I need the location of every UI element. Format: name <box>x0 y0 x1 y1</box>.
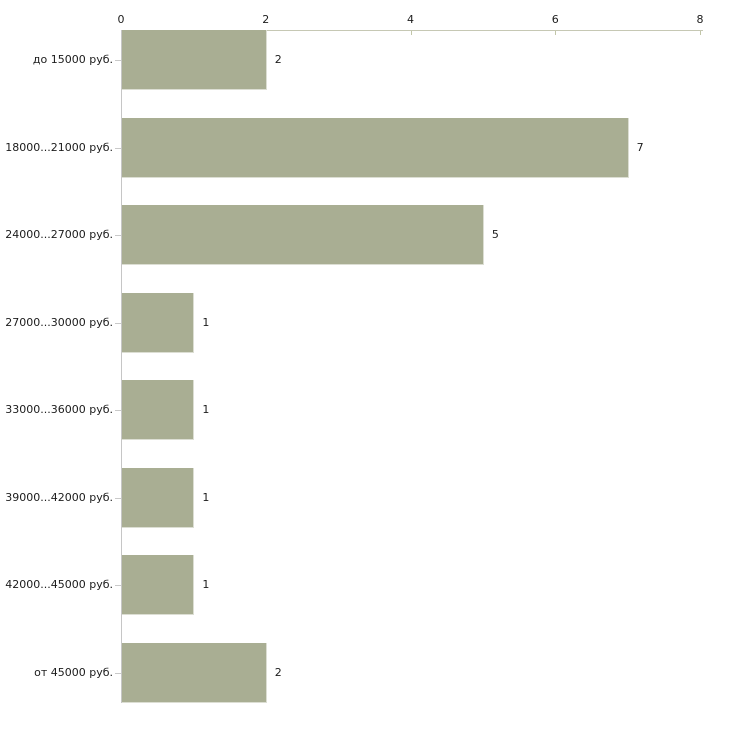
value-label: 7 <box>636 140 644 154</box>
x-tick-mark <box>410 31 412 35</box>
y-axis-line <box>121 30 122 703</box>
bar <box>122 205 484 265</box>
bar <box>122 380 195 440</box>
category-tick-mark <box>115 410 121 411</box>
category-label: 42000...45000 руб. <box>5 578 113 591</box>
bar <box>122 642 267 703</box>
value-label: 1 <box>202 490 210 504</box>
bar <box>122 117 629 178</box>
category-tick-mark <box>115 322 121 324</box>
category-label: 27000...30000 руб. <box>5 315 113 329</box>
x-tick-mark <box>700 31 701 35</box>
category-label: 24000...27000 руб. <box>5 228 113 241</box>
bar <box>122 467 195 528</box>
x-axis-line <box>121 30 703 31</box>
category-tick-mark <box>115 497 121 499</box>
category-label: до 15000 руб. <box>32 53 113 66</box>
bar <box>122 292 195 353</box>
x-tick-label: 6 <box>551 13 559 26</box>
value-label: 1 <box>202 403 210 416</box>
category-tick-mark <box>115 585 121 586</box>
value-label: 2 <box>274 665 282 679</box>
x-tick-label: 8 <box>696 13 704 26</box>
x-tick-label: 2 <box>262 13 270 26</box>
value-label: 5 <box>491 228 499 241</box>
category-label: 18000...21000 руб. <box>5 140 113 154</box>
category-tick-mark <box>115 147 121 149</box>
category-label: 33000...36000 руб. <box>5 403 113 416</box>
category-tick-mark <box>115 60 121 61</box>
value-label: 2 <box>274 53 282 66</box>
x-tick-mark <box>555 31 557 35</box>
category-label: от 45000 руб. <box>34 665 113 679</box>
category-tick-mark <box>115 235 121 236</box>
bar <box>122 555 195 615</box>
x-tick-label: 0 <box>117 13 125 26</box>
category-label: 39000...42000 руб. <box>5 490 113 504</box>
value-label: 1 <box>202 578 210 591</box>
bar <box>122 30 267 90</box>
category-tick-mark <box>115 672 121 674</box>
x-tick-label: 4 <box>407 13 414 26</box>
value-label: 1 <box>202 315 210 329</box>
